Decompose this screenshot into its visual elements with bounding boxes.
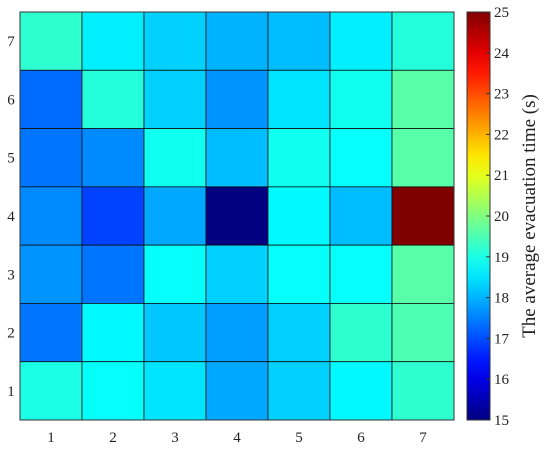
heatmap-cell (143, 128, 207, 188)
heatmap-cell (205, 11, 269, 71)
heatmap-cell (205, 244, 269, 304)
y-tick-label: 1 (7, 384, 15, 400)
heatmap-cell (81, 128, 145, 188)
heatmap-cell (391, 361, 455, 421)
x-axis-ticks: 1 2 3 4 5 6 7 (47, 430, 427, 446)
y-tick-label: 3 (7, 267, 15, 283)
heatmap-cell (81, 69, 145, 129)
y-tick-label: 4 (7, 209, 15, 225)
y-tick-label: 5 (7, 151, 15, 167)
heatmap-cell (81, 303, 145, 363)
x-tick-label: 3 (171, 430, 179, 446)
heatmap-cell (329, 361, 393, 421)
colorbar-tick-label: 21 (494, 168, 509, 184)
heatmap-cell (267, 303, 331, 363)
heatmap-cell (329, 244, 393, 304)
heatmap-cell (329, 69, 393, 129)
heatmap-cell (329, 11, 393, 71)
colorbar-label: The average evacuation time (s) (519, 94, 540, 338)
colorbar-tick-label: 18 (494, 291, 509, 307)
heatmap-cell (19, 11, 83, 71)
heatmap-cell (391, 128, 455, 188)
colorbar-ticks: 15 16 17 18 19 20 21 22 23 24 25 (486, 5, 510, 429)
x-tick-label: 2 (109, 430, 117, 446)
heatmap-cell (391, 186, 455, 246)
colorbar-tick-label: 25 (494, 5, 509, 21)
heatmap-cell (205, 69, 269, 129)
heatmap-cell (205, 361, 269, 421)
y-axis-ticks: 7 6 5 4 3 2 1 (7, 34, 15, 400)
heatmap-cell (19, 303, 83, 363)
heatmap-cell (267, 244, 331, 304)
heatmap-cell (143, 69, 207, 129)
heatmap-cell (329, 186, 393, 246)
x-tick-label: 1 (47, 430, 55, 446)
colorbar-tick-label: 19 (494, 250, 509, 266)
heatmap-cell (19, 361, 83, 421)
heatmap-cell (329, 303, 393, 363)
heatmap-cell (205, 186, 269, 246)
x-tick-label: 5 (295, 430, 303, 446)
heatmap-cell (329, 128, 393, 188)
y-tick-label: 6 (7, 92, 15, 108)
x-tick-label: 7 (419, 430, 427, 446)
heatmap-cell (391, 244, 455, 304)
heatmap-cell (81, 186, 145, 246)
heatmap-cell (143, 11, 207, 71)
heatmap-cell (391, 11, 455, 71)
x-tick-label: 6 (357, 430, 365, 446)
heatmap-cell (391, 303, 455, 363)
y-tick-label: 7 (7, 34, 15, 50)
heatmap-cell (81, 361, 145, 421)
plot-border (19, 11, 455, 421)
heatmap-cell (391, 69, 455, 129)
heatmap-cell (19, 244, 83, 304)
colorbar-tick-label: 15 (494, 413, 509, 429)
heatmap-cells (19, 11, 455, 421)
x-tick-label: 4 (233, 430, 241, 446)
colorbar-tick-label: 16 (494, 372, 510, 388)
heatmap-cell (143, 186, 207, 246)
colorbar-tick-label: 24 (494, 46, 510, 62)
heatmap-cell (267, 11, 331, 71)
heatmap-cell (143, 361, 207, 421)
heatmap-cell (81, 244, 145, 304)
heatmap-cell (19, 69, 83, 129)
colorbar-tick-label: 22 (494, 127, 509, 143)
heatmap-cell (19, 186, 83, 246)
heatmap-cell (205, 128, 269, 188)
heatmap-cell (143, 244, 207, 304)
heatmap-cell (205, 303, 269, 363)
colorbar-tick-label: 23 (494, 87, 509, 103)
colorbar-tick-label: 20 (494, 209, 509, 225)
heatmap-cell (143, 303, 207, 363)
colorbar-tick-label: 17 (494, 331, 510, 347)
heatmap-cell (267, 128, 331, 188)
heatmap-cell (267, 361, 331, 421)
heatmap-cell (19, 128, 83, 188)
heatmap-cell (267, 186, 331, 246)
y-tick-label: 2 (7, 326, 15, 342)
heatmap-cell (81, 11, 145, 71)
heatmap-cell (267, 69, 331, 129)
